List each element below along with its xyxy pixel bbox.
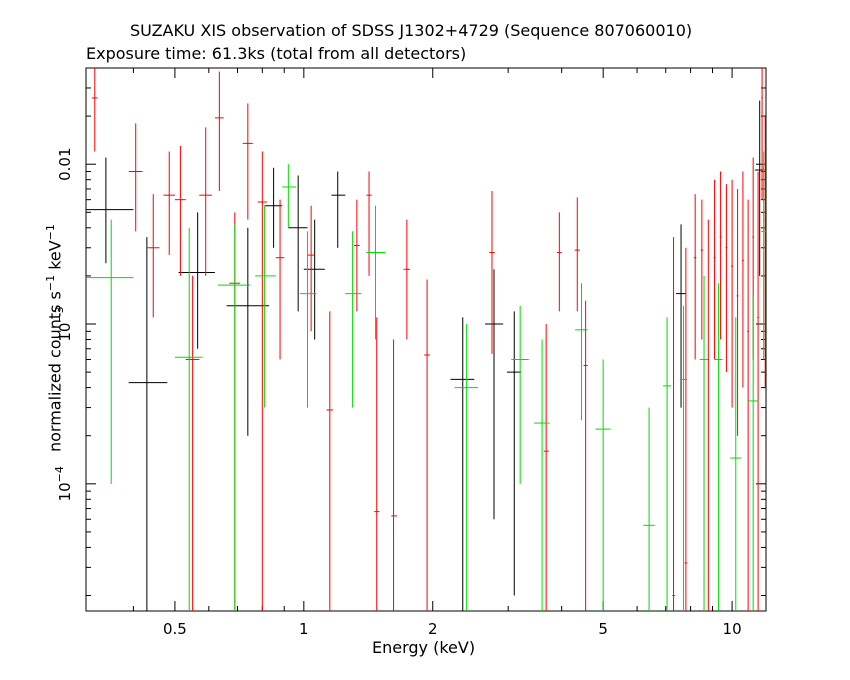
y-tick-label: 10−4 <box>53 466 74 501</box>
series-group <box>86 100 765 611</box>
data-series <box>86 68 766 611</box>
chart-title: SUZAKU XIS observation of SDSS J1302+472… <box>130 21 693 40</box>
y-tick-label: 0.01 <box>56 148 74 181</box>
series-group <box>86 151 766 611</box>
plot-frame <box>85 67 767 612</box>
y-axis-label-mid: keV <box>45 240 65 275</box>
chart-subtitle: Exposure time: 61.3ks (total from all de… <box>86 44 467 63</box>
series-group <box>91 68 766 611</box>
x-tick-label: 5 <box>598 620 608 638</box>
y-axis-label-main: normalized counts s <box>45 291 65 452</box>
y-tick-exponent: −3 <box>53 306 66 322</box>
y-axis-label-exp2: −1 <box>44 224 57 241</box>
x-tick-label: 2 <box>428 620 438 638</box>
x-tick-label: 10 <box>723 620 742 638</box>
y-axis-label: normalized counts s−1 keV−1 <box>44 224 64 452</box>
y-axis-label-exp1: −1 <box>44 274 57 292</box>
x-tick-label: 1 <box>299 620 309 638</box>
x-axis-label: Energy (keV) <box>372 638 476 657</box>
y-tick-exponent: −4 <box>53 466 66 482</box>
x-tick-label: 0.5 <box>163 620 187 638</box>
